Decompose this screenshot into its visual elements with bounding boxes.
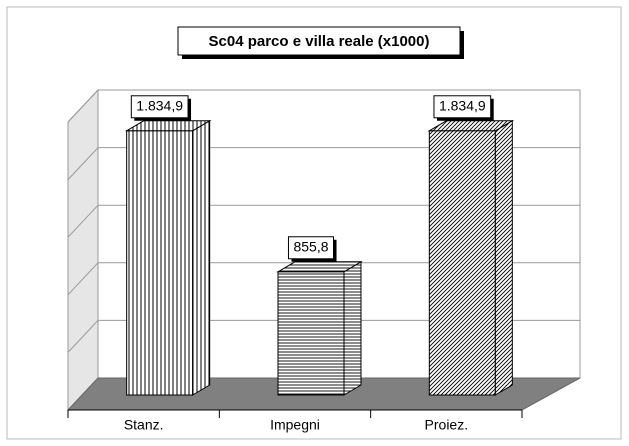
grid-line — [67, 262, 580, 296]
data-label: 855,8 — [293, 238, 328, 254]
grid-line — [67, 89, 580, 123]
bar-side — [192, 119, 211, 396]
data-label-box — [287, 236, 335, 260]
x-tick-label: Proiez. — [425, 417, 469, 433]
chart-title: Sc04 parco e villa reale (x1000) — [209, 33, 430, 50]
bar-side — [494, 119, 513, 396]
bar-front — [428, 130, 496, 396]
x-tick-label: Stanz. — [124, 417, 164, 433]
plot: Stanz. 1.834,9 Impegni 855,8 Proiez. 1.834,9 — [66, 88, 581, 433]
data-label-box — [433, 95, 492, 119]
bar-front — [277, 271, 345, 396]
bar-front — [126, 130, 194, 396]
side-wall — [67, 88, 99, 412]
data-label-box — [130, 95, 189, 119]
x-tick-label: Impegni — [270, 417, 320, 433]
bar-top — [276, 261, 363, 273]
bar-side — [343, 260, 362, 396]
grid-line — [67, 204, 580, 238]
bar-top — [427, 120, 515, 132]
data-label: 1.834,9 — [136, 97, 183, 113]
grid-line — [67, 147, 580, 180]
grid-line — [67, 319, 580, 353]
data-label: 1.834,9 — [439, 97, 486, 113]
title-box — [177, 26, 461, 56]
bar-top — [124, 120, 212, 132]
